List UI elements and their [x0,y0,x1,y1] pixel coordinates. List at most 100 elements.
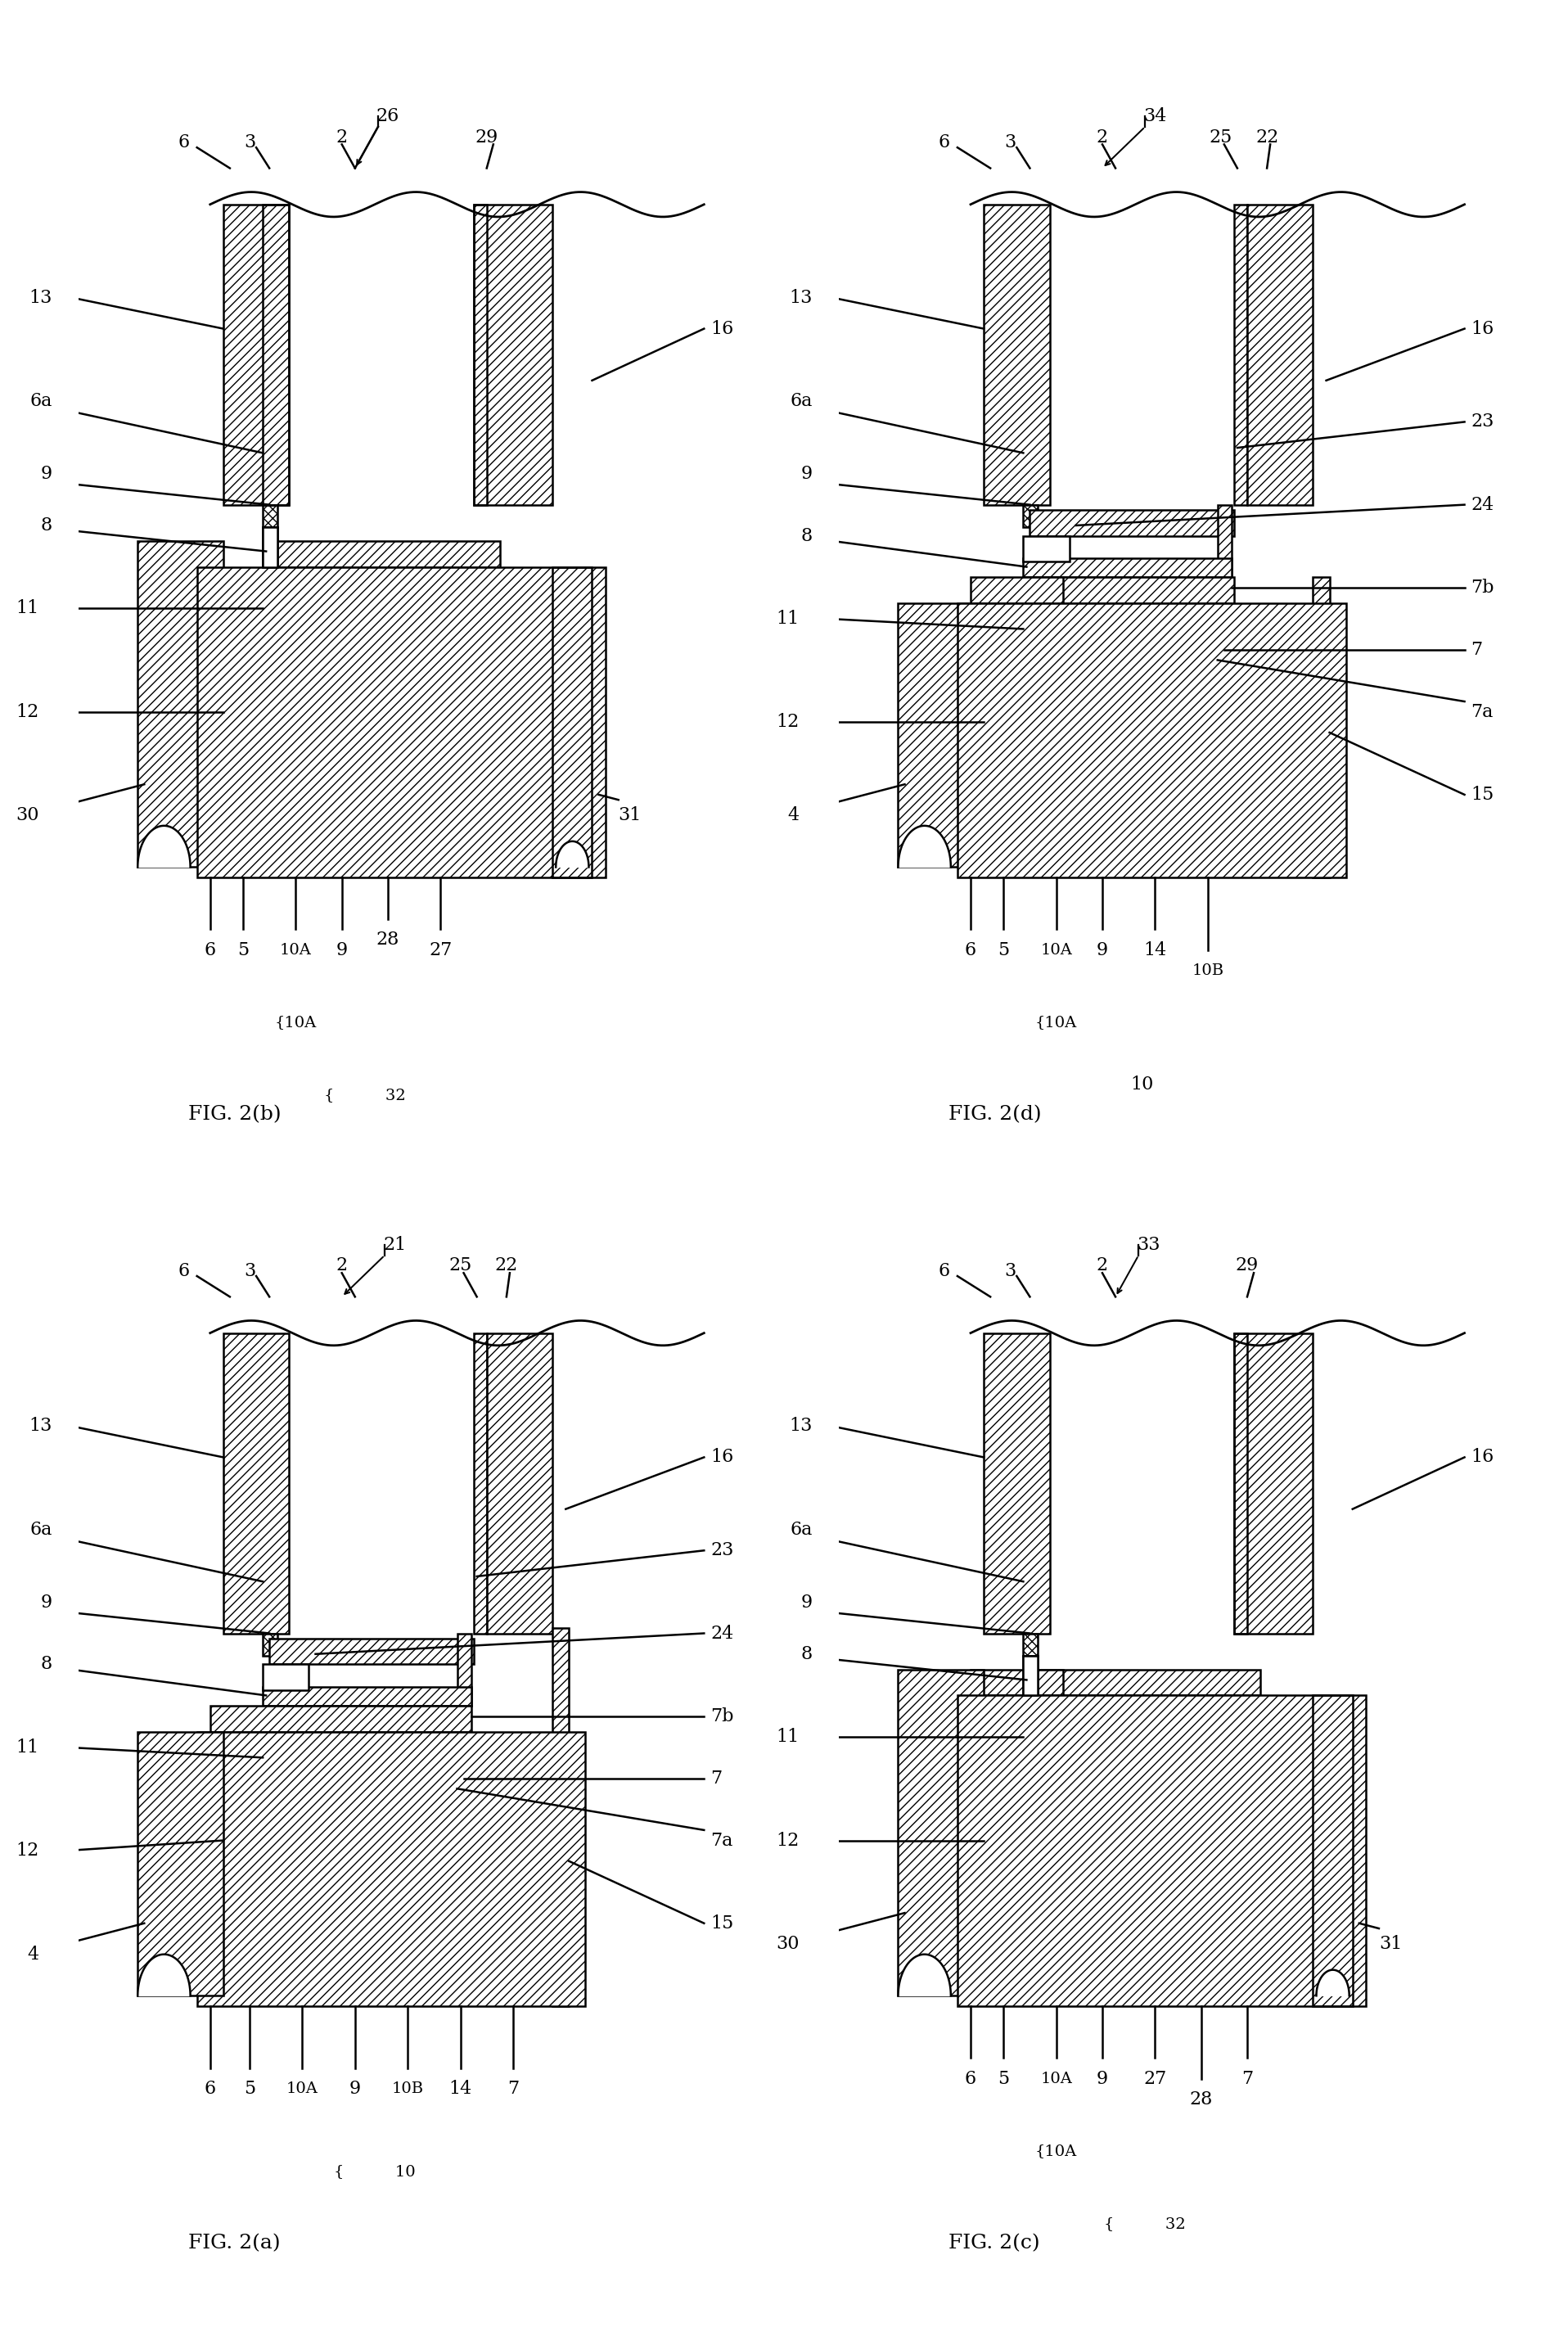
Text: 3: 3 [243,133,256,151]
Bar [198,1731,585,2006]
Bar [486,1333,552,1634]
Text: FIG. 2(b): FIG. 2(b) [188,1105,281,1124]
Text: 15: 15 [1471,787,1494,803]
Bar [474,1333,486,1634]
Bar [1234,1333,1312,1634]
Text: 8: 8 [801,1645,812,1664]
Bar [1030,510,1234,535]
Bar [263,1664,309,1689]
Text: 22: 22 [1256,128,1278,147]
Text: 6: 6 [204,2080,216,2099]
Text: 6: 6 [939,133,950,151]
Text: {          32: { 32 [1104,2215,1185,2232]
Polygon shape [555,842,590,868]
Text: 6: 6 [179,133,190,151]
Bar [263,1634,278,1657]
Bar [223,205,289,505]
Bar [263,540,500,568]
Text: 8: 8 [41,1654,52,1673]
Text: 29: 29 [1236,1257,1259,1275]
Text: 27: 27 [430,940,452,959]
Bar [210,1706,472,1731]
Text: FIG. 2(a): FIG. 2(a) [188,2234,281,2253]
Bar [474,205,552,505]
Bar [971,1668,1063,1696]
Text: 21: 21 [383,1236,406,1254]
Text: 10A: 10A [287,2083,318,2097]
Text: 2: 2 [336,128,348,147]
Text: 6: 6 [939,1261,950,1280]
Bar [1234,205,1247,505]
Text: 13: 13 [28,1417,52,1436]
Text: 8: 8 [801,526,812,545]
Text: 6a: 6a [30,1522,52,1538]
Text: 23: 23 [710,1540,734,1559]
Text: 3: 3 [243,1261,256,1280]
Text: 31: 31 [1378,1936,1402,1952]
Text: 3: 3 [1004,1261,1016,1280]
Bar [474,205,486,505]
Text: 10B: 10B [392,2083,423,2097]
Text: {10A: {10A [274,1015,317,1031]
Text: 9: 9 [336,940,348,959]
Text: 6: 6 [204,940,216,959]
Bar [138,1731,223,1997]
Text: {10A: {10A [1035,1015,1077,1031]
Text: 29: 29 [475,128,499,147]
Bar [1234,1333,1247,1634]
Bar [263,505,278,528]
Text: 34: 34 [1143,107,1167,126]
Text: 9: 9 [1096,940,1109,959]
Text: 4: 4 [27,1945,39,1964]
Text: {          10: { 10 [334,2164,416,2178]
Text: FIG. 2(c): FIG. 2(c) [949,2234,1040,2253]
Text: 13: 13 [789,289,812,307]
Text: 8: 8 [41,517,52,535]
Text: 13: 13 [28,289,52,307]
Text: 2: 2 [1096,1257,1109,1275]
Bar [1024,1634,1038,1657]
Polygon shape [138,1955,190,1997]
Bar [458,1634,472,1706]
Text: 9: 9 [801,1594,812,1610]
Text: 2: 2 [1096,128,1109,147]
Bar [898,1668,983,1997]
Text: 22: 22 [495,1257,517,1275]
Bar [958,1696,1366,2006]
Text: 9: 9 [801,465,812,482]
Bar [958,603,1345,877]
Bar [983,205,1049,505]
Polygon shape [898,1955,950,1997]
Text: 10B: 10B [1192,963,1223,977]
Bar [1024,1668,1261,1696]
Bar [1024,505,1038,528]
Text: 5: 5 [237,940,249,959]
Text: 6a: 6a [30,393,52,410]
Bar [1024,558,1232,577]
Text: 16: 16 [710,319,734,337]
Text: 12: 12 [776,712,800,731]
Text: 11: 11 [16,600,39,617]
Bar [138,540,223,868]
Bar [1024,1657,1038,1696]
Text: 9: 9 [41,1594,52,1610]
Bar [198,568,605,877]
Bar [263,528,278,568]
Bar [898,603,983,868]
Text: 7: 7 [710,1769,723,1787]
Text: 24: 24 [710,1624,734,1643]
Bar [983,1333,1049,1634]
Text: 26: 26 [376,107,400,126]
Text: 11: 11 [776,1729,800,1745]
Text: 13: 13 [789,1417,812,1436]
Text: 33: 33 [1137,1236,1160,1254]
Text: 7: 7 [1242,2069,1253,2087]
Text: 16: 16 [710,1447,734,1466]
Bar [1312,1696,1353,2006]
Bar [270,1638,474,1664]
Text: 16: 16 [1471,319,1494,337]
Text: 4: 4 [787,807,800,824]
Text: 6a: 6a [790,1522,812,1538]
Text: 14: 14 [1143,940,1167,959]
Text: 25: 25 [1209,128,1232,147]
